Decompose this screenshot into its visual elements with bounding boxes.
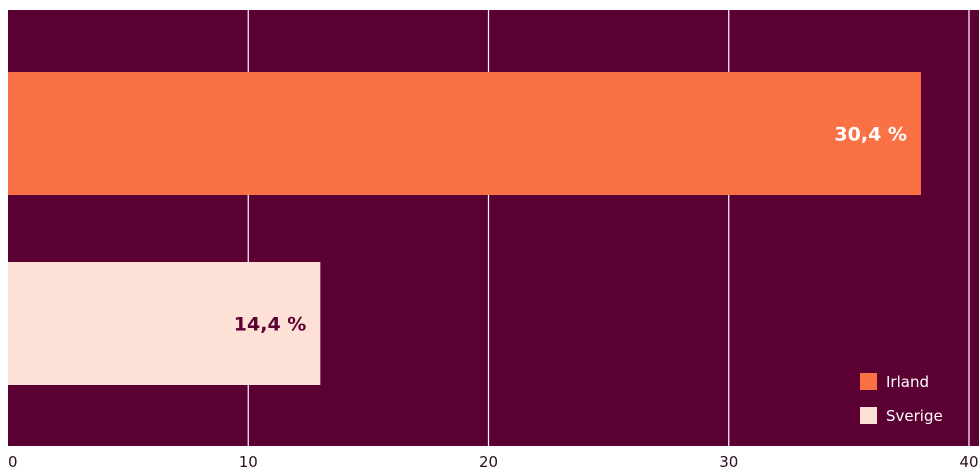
x-tick-label-20: 20 bbox=[479, 453, 498, 471]
legend: Irland Sverige bbox=[860, 373, 943, 425]
bar-value-labels: 30,4 % 14,4 % bbox=[234, 124, 907, 336]
legend-swatch-irland bbox=[860, 373, 877, 390]
bar-sverige bbox=[8, 262, 321, 385]
legend-label-irland: Irland bbox=[886, 373, 929, 391]
x-tick-label-40: 40 bbox=[959, 453, 978, 471]
bar-value-label-sverige: 14,4 % bbox=[234, 314, 307, 336]
legend-swatch-sverige bbox=[860, 407, 877, 424]
bar-irland bbox=[8, 72, 921, 195]
x-tick-label-10: 10 bbox=[239, 453, 258, 471]
bar-value-label-irland: 30,4 % bbox=[834, 124, 907, 146]
x-tick-label-30: 30 bbox=[719, 453, 738, 471]
x-axis-ticks: 0 10 20 30 40 bbox=[8, 453, 979, 471]
bars bbox=[8, 72, 921, 385]
legend-label-sverige: Sverige bbox=[886, 407, 943, 425]
x-tick-label-0: 0 bbox=[8, 453, 18, 471]
